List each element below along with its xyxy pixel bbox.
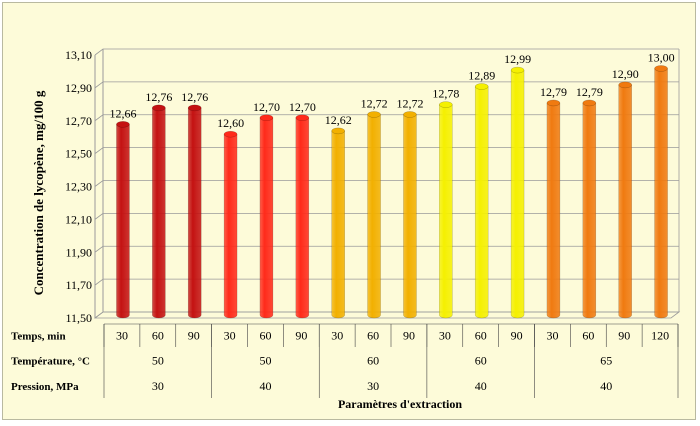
bar <box>187 104 202 319</box>
temps-cell: 60 <box>152 329 164 343</box>
y-tick-label: 11,70 <box>65 278 92 292</box>
pression-cell: 30 <box>367 379 379 393</box>
bar <box>474 83 489 319</box>
y-tick-label: 11,50 <box>65 311 92 325</box>
lycopene-bar-chart: 11,50 11,70 11,90 12,10 12,30 12,50 12,70 12,90… <box>11 48 681 411</box>
temperature-cell: 50 <box>152 354 164 368</box>
x-axis-label: Paramètres d'extraction <box>338 397 462 411</box>
bar <box>582 99 597 319</box>
y-axis-label: Concentration de lycopène, mg/100 g <box>31 90 46 295</box>
bars <box>116 65 668 319</box>
value-label: 12,70 <box>289 100 316 114</box>
temps-cell: 120 <box>651 329 669 343</box>
temperature-cell: 60 <box>367 354 379 368</box>
temps-cell: 90 <box>188 329 200 343</box>
y-tick-label: 12,10 <box>65 212 92 226</box>
bar <box>295 114 310 319</box>
bar <box>546 99 561 319</box>
temps-cell: 30 <box>224 329 236 343</box>
bar <box>510 66 525 319</box>
parameter-table: Temps, min Température, °C Pression, MPa 30… <box>11 323 679 398</box>
pression-cell: 40 <box>600 379 612 393</box>
temps-cell: 60 <box>475 329 487 343</box>
axes: 11,50 11,70 11,90 12,10 12,30 12,50 12,70 12,90… <box>65 48 96 325</box>
value-label: 12,62 <box>325 113 352 127</box>
bar <box>116 121 130 319</box>
value-label: 12,66 <box>109 106 136 120</box>
y-tick-label: 13,10 <box>65 48 92 62</box>
temps-cell: 90 <box>511 329 523 343</box>
row-label-temperature: Température, °C <box>11 356 90 368</box>
chart-frame: 11,50 11,70 11,90 12,10 12,30 12,50 12,70 12,90… <box>2 2 696 420</box>
temps-cell: 90 <box>618 329 630 343</box>
value-label: 12,89 <box>468 69 495 83</box>
bar <box>223 130 238 319</box>
bar <box>259 114 274 319</box>
temps-cell: 30 <box>331 329 343 343</box>
temps-cell: 60 <box>259 329 271 343</box>
y-tick-label: 12,90 <box>65 81 92 95</box>
value-label: 12,76 <box>181 90 208 104</box>
bar <box>439 101 453 319</box>
bar <box>654 65 668 319</box>
temps-cell: 60 <box>367 329 379 343</box>
temperature-cell: 60 <box>475 354 487 368</box>
value-label: 12,72 <box>361 96 388 110</box>
bar <box>152 104 166 319</box>
temps-cell: 90 <box>295 329 307 343</box>
value-label: 12,90 <box>612 67 639 81</box>
temperature-cell: 50 <box>259 354 271 368</box>
value-label: 12,99 <box>504 52 531 66</box>
temps-cell: 30 <box>116 329 128 343</box>
pression-cell: 40 <box>259 379 271 393</box>
value-label: 12,78 <box>432 87 459 101</box>
temperature-cell: 65 <box>600 354 612 368</box>
temps-cell: 30 <box>546 329 558 343</box>
bar <box>403 111 417 319</box>
bar <box>331 127 345 319</box>
gridline <box>94 48 679 56</box>
temps-cell: 30 <box>439 329 451 343</box>
value-label: 12,60 <box>217 116 244 130</box>
value-label: 12,72 <box>396 96 423 110</box>
row-label-temps: Temps, min <box>11 331 66 343</box>
y-tick-label: 12,30 <box>65 180 92 194</box>
bar <box>618 81 632 319</box>
value-label: 12,70 <box>253 100 280 114</box>
bar <box>367 111 381 319</box>
row-label-pression: Pression, MPa <box>11 381 79 393</box>
value-label: 12,76 <box>145 90 172 104</box>
temps-cell: 60 <box>582 329 594 343</box>
y-tick-label: 11,90 <box>65 245 92 259</box>
value-labels: 12,66 12,76 12,76 12,60 12,70 12,70 12,62 12,72… <box>109 50 674 130</box>
pression-cell: 30 <box>152 379 164 393</box>
y-tick-label: 12,50 <box>65 147 92 161</box>
pression-cell: 40 <box>475 379 487 393</box>
value-label: 13,00 <box>648 50 675 64</box>
value-label: 12,79 <box>540 85 567 99</box>
y-tick-label: 12,70 <box>65 114 92 128</box>
temps-cell: 90 <box>403 329 415 343</box>
gridline <box>94 81 679 89</box>
value-label: 12,79 <box>576 85 603 99</box>
